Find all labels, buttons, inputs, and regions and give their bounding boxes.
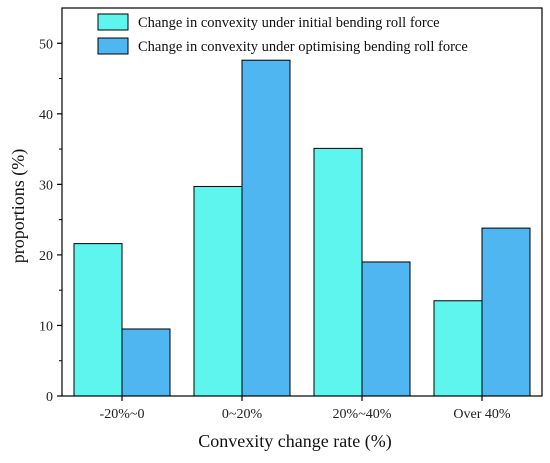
- y-tick-label-0: 0: [46, 390, 53, 405]
- ticks-layer: 0 10 20 30 40 50 -20%~0 0~20% 20%~40% Over 40%: [39, 37, 511, 422]
- x-tick-label-2: 20%~40%: [333, 407, 392, 422]
- bar-optimised-3: [481, 227, 531, 397]
- x-tick-label-3: Over 40%: [453, 407, 510, 422]
- legend-label-optimised: Change in convexity under optimising ben…: [138, 39, 468, 55]
- legend-swatch-initial: [97, 13, 129, 31]
- plot-frame: [61, 7, 543, 397]
- bar-optimised-2: [361, 261, 411, 397]
- bar-initial-2: [313, 147, 363, 397]
- legend-swatch-optimised: [97, 37, 129, 55]
- x-axis-title: Convexity change rate (%): [198, 431, 391, 452]
- legend-label-initial: Change in convexity under initial bendin…: [138, 15, 440, 31]
- bar-initial-3: [433, 300, 483, 397]
- y-tick-label-4: 40: [39, 108, 53, 123]
- legend: Change in convexity under initial bendin…: [97, 13, 468, 55]
- y-axis-title: proportions (%): [8, 149, 29, 263]
- bar-initial-1: [193, 185, 243, 397]
- y-tick-label-1: 10: [39, 319, 53, 334]
- bar-initial-0: [73, 243, 123, 397]
- x-tick-label-0: -20%~0: [100, 407, 145, 422]
- y-tick-label-2: 20: [39, 249, 53, 264]
- bar-optimised-0: [121, 328, 171, 397]
- x-tick-label-1: 0~20%: [222, 407, 263, 422]
- y-tick-label-5: 50: [39, 37, 53, 52]
- axes-layer: [61, 7, 543, 397]
- y-tick-label-3: 30: [39, 178, 53, 193]
- bars-layer: [73, 59, 531, 397]
- bar-optimised-1: [241, 59, 291, 397]
